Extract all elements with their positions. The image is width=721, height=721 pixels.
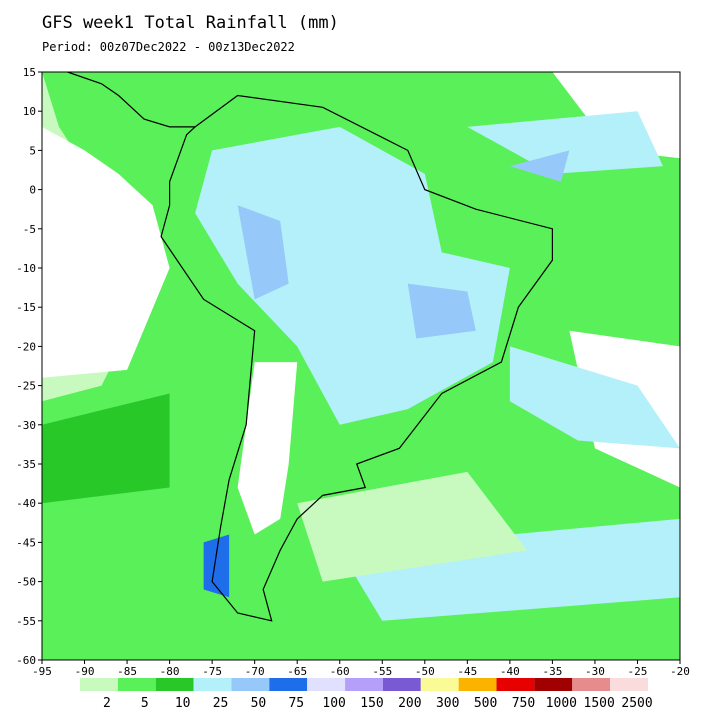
x-tick-label: -20 <box>670 665 690 678</box>
colorbar-swatch <box>193 678 232 691</box>
y-tick-label: -10 <box>16 262 36 275</box>
dry-area <box>237 362 298 535</box>
colorbar-swatch <box>572 678 611 691</box>
x-tick-label: -90 <box>75 665 95 678</box>
heavy-area <box>237 205 289 300</box>
colorbar-label: 5 <box>141 696 149 711</box>
y-tick-label: 10 <box>23 105 36 118</box>
colorbar-swatch <box>610 678 648 691</box>
y-tick-label: -35 <box>16 458 36 471</box>
colorbar-label: 1000 <box>546 696 577 711</box>
dry-area <box>297 471 527 582</box>
colorbar-label: 2500 <box>621 696 652 711</box>
colorbar-swatch <box>496 678 535 691</box>
x-tick-label: -50 <box>415 665 435 678</box>
colorbar-label: 10 <box>175 696 191 711</box>
colorbar-swatch <box>534 678 573 691</box>
plot-frame <box>41 71 681 661</box>
x-tick-label: -85 <box>117 665 137 678</box>
y-tick-label: -5 <box>23 223 36 236</box>
colorbar-label: 75 <box>288 696 304 711</box>
x-tick-label: -80 <box>160 665 180 678</box>
y-tick-label: 0 <box>29 184 36 197</box>
x-tick-label: -60 <box>330 665 350 678</box>
y-tick-label: -50 <box>16 576 36 589</box>
y-tick-label: -30 <box>16 419 36 432</box>
x-tick-label: -25 <box>628 665 648 678</box>
y-tick-label: -25 <box>16 380 36 393</box>
x-tick-label: -65 <box>287 665 307 678</box>
y-tick-label: 15 <box>23 66 36 79</box>
x-tick-label: -45 <box>457 665 477 678</box>
colorbar-label: 2 <box>103 696 111 711</box>
x-tick-label: -70 <box>245 665 265 678</box>
y-tick-label: -55 <box>16 615 36 628</box>
colorbar-label: 750 <box>512 696 535 711</box>
y-tick-label: -60 <box>16 654 36 667</box>
coastline <box>67 72 196 128</box>
x-tick-label: -75 <box>202 665 222 678</box>
colorbar-swatch <box>155 678 194 691</box>
colorbar-swatch <box>80 678 118 691</box>
x-tick-label: -35 <box>542 665 562 678</box>
y-tick-label: -15 <box>16 301 36 314</box>
colorbar-label: 500 <box>474 696 497 711</box>
colorbar-swatch <box>458 678 497 691</box>
colorbar-label: 200 <box>398 696 421 711</box>
wet-area <box>467 111 663 174</box>
x-tick-label: -95 <box>32 665 52 678</box>
colorbar-label: 100 <box>322 696 345 711</box>
colorbar-swatch <box>420 678 459 691</box>
y-tick-label: -45 <box>16 536 36 549</box>
wet-area <box>195 126 510 425</box>
dry-area <box>42 126 170 378</box>
period: Period: 00z07Dec2022 - 00z13Dec2022 <box>42 40 295 54</box>
y-tick-label: -20 <box>16 340 36 353</box>
colorbar-swatch <box>231 678 270 691</box>
wet-area <box>509 346 680 449</box>
heavy-area <box>509 150 570 182</box>
colorbar-label: 150 <box>360 696 383 711</box>
colorbar-swatch <box>269 678 308 691</box>
rainfall-field <box>42 72 680 660</box>
map-title: GFS week1 Total Rainfall (mm) <box>42 13 339 33</box>
colorbar-label: 1500 <box>584 696 615 711</box>
y-tick-label: 5 <box>29 144 36 157</box>
y-tick-label: -40 <box>16 497 36 510</box>
coastline <box>160 94 554 622</box>
colorbar-label: 50 <box>251 696 267 711</box>
x-tick-label: -55 <box>372 665 392 678</box>
colorbar-swatch <box>382 678 421 691</box>
x-tick-label: -30 <box>585 665 605 678</box>
colorbar-swatch <box>307 678 346 691</box>
heavy-area <box>203 534 230 598</box>
colorbar-label: 25 <box>213 696 229 711</box>
colorbar-swatch <box>345 678 383 691</box>
wet-green <box>42 393 170 504</box>
colorbar-swatch <box>117 678 156 691</box>
colorbar-label: 300 <box>436 696 459 711</box>
heavy-area <box>407 283 476 339</box>
x-tick-label: -40 <box>500 665 520 678</box>
